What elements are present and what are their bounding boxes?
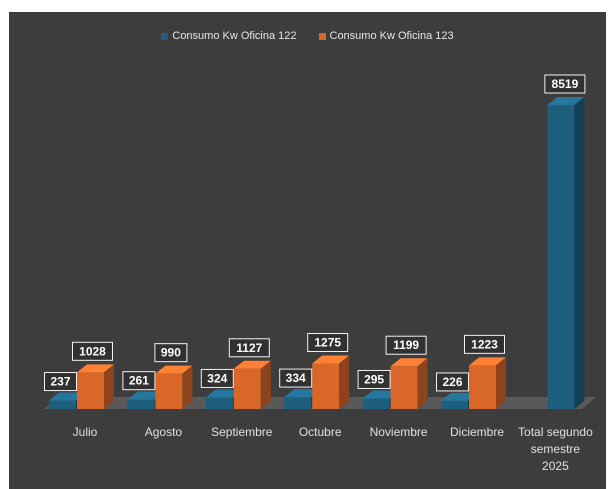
bar-oficina-123-4-top — [390, 358, 428, 367]
legend-swatch-oficina-123 — [318, 32, 326, 40]
data-label-oficina-123-2-box — [228, 338, 270, 358]
data-label-oficina-122-1-box — [122, 371, 156, 391]
bar-oficina-122-0-top — [49, 392, 86, 401]
bar-oficina-123-5-top — [469, 357, 506, 366]
chart-plot: 237 1028 Julio 261 990 Agosto 324 1127 Septiembr… — [44, 74, 596, 473]
data-label-oficina-123-0: 1028 — [79, 344, 106, 358]
bar-oficina-123-1-side — [182, 365, 193, 409]
chart-legend: Consumo Kw Oficina 122 Consumo Kw Oficin… — [9, 30, 606, 42]
bar-oficina-122-6-front — [547, 105, 575, 409]
category-label-1: Agosto — [145, 425, 183, 439]
data-label-oficina-122-2-box — [200, 368, 234, 388]
bar-oficina-122-5-top — [441, 392, 478, 401]
bar-oficina-122-3-front — [284, 397, 312, 409]
bar-oficina-122-2-top — [205, 389, 243, 398]
category-label-5: Diciembre — [450, 425, 504, 439]
data-label-oficina-122-6: 8519 — [552, 77, 579, 91]
bar-oficina-123-0-side — [104, 364, 114, 409]
bar-oficina-122-4-top — [362, 390, 400, 399]
data-label-oficina-122-4: 295 — [364, 372, 384, 386]
legend-swatch-oficina-122 — [161, 32, 169, 40]
bar-oficina-122-2-front — [205, 397, 233, 409]
data-label-oficina-122-0-box — [44, 372, 77, 392]
data-label-oficina-122-3: 334 — [286, 371, 306, 385]
category-label-4: Noviembre — [370, 425, 428, 439]
bar-oficina-123-4-side — [417, 358, 428, 409]
data-label-oficina-123-3-box — [307, 333, 349, 353]
data-label-oficina-122-1: 261 — [129, 374, 149, 388]
data-label-oficina-123-5-box — [464, 334, 505, 354]
bar-oficina-123-2-front — [233, 368, 261, 409]
data-label-oficina-123-1-box — [154, 343, 188, 363]
bar-oficina-123-3-top — [312, 355, 350, 364]
bar-oficina-123-0-front — [77, 372, 104, 409]
bar-oficina-123-2-side — [260, 360, 271, 409]
bar-oficina-122-6-side — [574, 97, 585, 409]
bar-oficina-122-1-top — [127, 391, 165, 400]
bar-oficina-122-1-front — [127, 399, 155, 409]
data-label-oficina-123-3: 1275 — [314, 336, 341, 350]
data-label-oficina-122-3-box — [279, 368, 313, 388]
bar-oficina-122-3-top — [284, 389, 322, 398]
data-label-oficina-122-6-box — [544, 74, 586, 94]
bar-oficina-122-0-front — [49, 400, 76, 409]
bar-oficina-123-2-top — [233, 360, 271, 369]
legend-label-oficina-122: Consumo Kw Oficina 122 — [172, 30, 297, 42]
category-label-3: Octubre — [299, 425, 342, 439]
data-label-oficina-122-2: 324 — [207, 371, 227, 385]
bar-oficina-123-1-top — [155, 365, 193, 374]
data-label-oficina-123-4-box — [385, 335, 427, 355]
data-label-oficina-123-2: 1127 — [236, 341, 262, 355]
bar-oficina-123-4-front — [390, 366, 418, 409]
bar-oficina-122-4-front — [362, 398, 390, 409]
category-label-2: Septiembre — [211, 425, 273, 439]
category-label-6: Total segundo semestre 2025 — [518, 425, 593, 473]
bar-oficina-122-5-front — [441, 400, 468, 409]
chart-area: Consumo Kw Oficina 122 Consumo Kw Oficin… — [9, 12, 606, 489]
data-label-oficina-123-0-box — [72, 341, 113, 361]
bar-oficina-123-1-front — [155, 373, 183, 409]
data-label-oficina-123-5: 1223 — [471, 337, 498, 351]
legend-label-oficina-123: Consumo Kw Oficina 123 — [329, 30, 454, 42]
data-label-oficina-122-4-box — [357, 369, 391, 389]
data-label-oficina-122-0: 237 — [50, 375, 70, 389]
bar-oficina-122-6-top — [547, 97, 585, 105]
bar-oficina-123-5-front — [469, 365, 496, 409]
category-label-0: Julio — [73, 425, 98, 439]
legend-item-oficina-123: Consumo Kw Oficina 123 — [318, 30, 454, 42]
bar-oficina-123-3-side — [339, 355, 350, 409]
data-label-oficina-123-1: 990 — [161, 346, 181, 360]
bar-oficina-123-0-top — [77, 364, 114, 373]
data-label-oficina-122-5: 226 — [442, 375, 462, 389]
bar-oficina-123-3-front — [312, 363, 340, 409]
bar-oficina-123-5-side — [496, 357, 506, 409]
data-label-oficina-123-4: 1199 — [393, 338, 419, 352]
data-label-oficina-122-5-box — [436, 372, 469, 392]
legend-item-oficina-122: Consumo Kw Oficina 122 — [161, 30, 297, 42]
